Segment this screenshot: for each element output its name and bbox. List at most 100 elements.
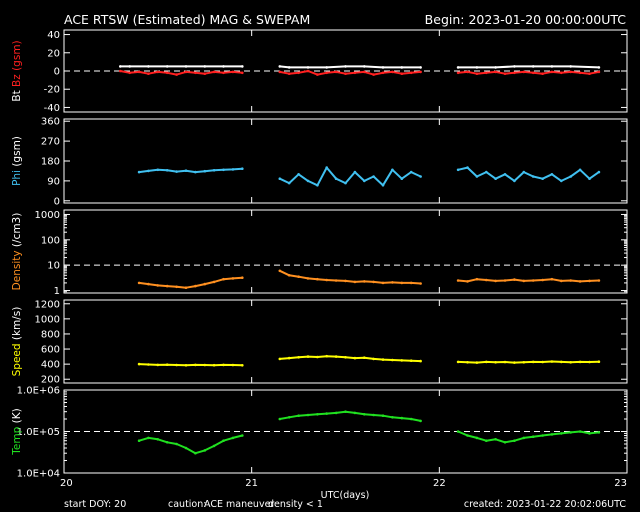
data-point (316, 73, 319, 76)
data-point (466, 166, 469, 169)
data-point (316, 413, 319, 416)
data-point (194, 170, 197, 174)
data-point (381, 184, 385, 187)
data-point (184, 169, 188, 172)
y-axis-label-part: Temp (11, 426, 23, 455)
data-point (409, 170, 413, 174)
data-point (475, 436, 479, 440)
x-axis: 20 21 22 23 (60, 478, 627, 489)
y-axis-label-part: Phi (11, 170, 23, 186)
data-point (353, 411, 357, 415)
data-point (475, 277, 479, 281)
data-point (588, 279, 591, 283)
data-point (400, 416, 404, 420)
data-point (137, 281, 141, 285)
data-point (165, 441, 169, 444)
series-line (120, 70, 243, 76)
y-axis-label: Temp (K) (11, 408, 23, 455)
data-point (550, 70, 554, 74)
data-point (363, 65, 366, 68)
data-point (381, 281, 385, 285)
data-point (391, 168, 394, 172)
data-point (400, 177, 404, 180)
data-point (363, 70, 366, 74)
data-point (550, 433, 554, 436)
data-point (513, 278, 516, 281)
data-point (278, 417, 282, 421)
data-point (212, 280, 216, 284)
x-tick-label: 23 (614, 478, 627, 489)
data-point (278, 65, 282, 68)
data-point (137, 439, 141, 443)
data-point (231, 363, 235, 367)
y-tick-label: 0 (54, 196, 60, 207)
data-point (569, 65, 572, 68)
data-point (278, 357, 282, 361)
y-tick-label: 270 (41, 137, 60, 148)
data-point (513, 179, 516, 183)
data-point (194, 363, 197, 367)
data-point (381, 71, 385, 75)
data-point (597, 170, 601, 174)
data-point (203, 282, 207, 286)
data-point (522, 361, 526, 364)
series-line (458, 278, 599, 283)
data-point (147, 363, 150, 366)
data-point (588, 360, 591, 364)
y-tick-label: 100 (41, 235, 60, 246)
data-point (522, 170, 526, 174)
data-point (503, 72, 507, 75)
data-point (353, 356, 357, 360)
y-tick-label: 1.0E+04 (17, 469, 60, 480)
series-line (279, 410, 421, 422)
data-point (325, 278, 329, 282)
caution-maneuver: ACE maneuver (204, 499, 274, 510)
panel-frame (63, 209, 628, 294)
data-point (550, 173, 554, 176)
data-point (287, 274, 291, 277)
data-point (203, 449, 207, 452)
data-point (485, 71, 488, 75)
caution-density: density < 1 (268, 499, 323, 510)
data-point (184, 446, 188, 450)
panel-frame (63, 299, 628, 384)
data-point (212, 363, 216, 367)
data-point (137, 170, 141, 174)
y-tick-label: 90 (47, 176, 60, 187)
data-point (560, 432, 563, 435)
data-point (419, 359, 422, 363)
series-line (457, 430, 600, 444)
y-tick-label: 180 (41, 157, 60, 168)
y-axis-label-part: Speed (11, 343, 23, 376)
x-axis-label: UTC(days) (321, 490, 370, 501)
data-point (344, 72, 347, 75)
panel-phi: 360 270 180 90 0 Phi (gsm) (11, 117, 628, 207)
data-point (485, 278, 488, 282)
data-point (494, 279, 497, 283)
y-tick-label: 360 (41, 117, 60, 128)
series-line (138, 276, 243, 289)
data-point (513, 361, 516, 364)
data-point (231, 436, 235, 440)
data-point (194, 451, 197, 455)
data-point (597, 279, 601, 282)
chart-title: ACE RTSW (Estimated) MAG & SWEPAM (64, 12, 310, 27)
data-point (241, 434, 244, 437)
data-point (381, 66, 385, 69)
data-point (156, 284, 160, 287)
data-point (578, 430, 582, 433)
y-axis-label-part: (km/s) (11, 307, 23, 344)
data-point (456, 279, 460, 282)
y-axis-label-part: (K) (11, 408, 23, 426)
data-point (391, 358, 394, 362)
data-point (419, 66, 422, 69)
data-point (203, 72, 207, 75)
data-point (550, 65, 554, 68)
y-tick-label: 1.0E+05 (17, 427, 60, 438)
series-line (138, 434, 243, 455)
data-point (503, 279, 507, 282)
data-point (194, 71, 197, 75)
data-point (241, 167, 244, 170)
data-point (222, 363, 225, 367)
data-point (363, 179, 366, 183)
